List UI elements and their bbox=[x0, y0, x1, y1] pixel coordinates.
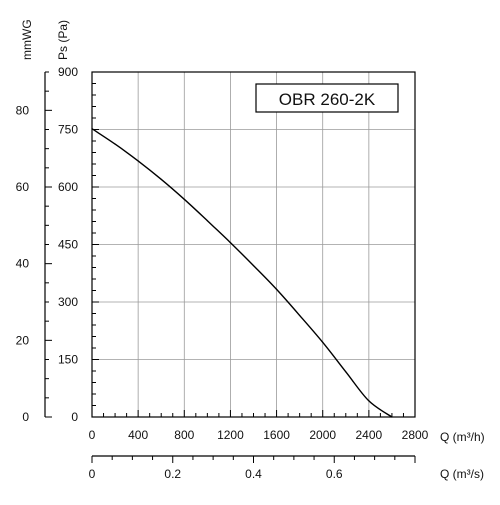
x-tick-label-m3h: 800 bbox=[174, 428, 194, 442]
x-tick-label-m3h: 2400 bbox=[356, 428, 383, 442]
title-box: OBR 260-2K bbox=[255, 83, 399, 113]
x-tick-label-m3h: 1600 bbox=[263, 428, 290, 442]
y-tick-label-mmwg: 0 bbox=[22, 410, 29, 424]
y-axis-label-mmwg: mmWG bbox=[20, 19, 34, 60]
y-tick-label-pa: 300 bbox=[58, 295, 78, 309]
y-tick-label-mmwg: 80 bbox=[16, 103, 30, 117]
series-point bbox=[160, 178, 162, 180]
y-tick-label-mmwg: 40 bbox=[16, 257, 30, 271]
x-tick-label-m3s: 0.4 bbox=[245, 467, 262, 481]
series-point bbox=[322, 341, 324, 343]
y-tick-label-pa: 750 bbox=[58, 123, 78, 137]
y-tick-label-pa: 600 bbox=[58, 180, 78, 194]
x-tick-label-m3h: 2800 bbox=[402, 428, 429, 442]
series-point bbox=[206, 220, 208, 222]
y-tick-label-pa: 450 bbox=[58, 238, 78, 252]
y-tick-label-mmwg: 60 bbox=[16, 180, 30, 194]
title-box-frame bbox=[255, 83, 399, 113]
series-point bbox=[91, 128, 93, 130]
series-point bbox=[229, 242, 231, 244]
chart-title: OBR 260-2K bbox=[279, 90, 376, 109]
x-tick-label-m3h: 0 bbox=[89, 428, 96, 442]
y-tick-label-pa: 150 bbox=[58, 353, 78, 367]
x-axis-label-m3s: Q (m³/s) bbox=[440, 467, 484, 481]
x-tick-label-m3s: 0.2 bbox=[164, 467, 181, 481]
series-point bbox=[276, 288, 278, 290]
grid-layer bbox=[91, 71, 416, 418]
series-point bbox=[391, 416, 393, 418]
y-tick-label-pa: 900 bbox=[58, 65, 78, 79]
series-point bbox=[183, 198, 185, 200]
x-tick-label-m3s: 0 bbox=[89, 467, 96, 481]
series-point bbox=[368, 400, 370, 402]
x-tick-label-m3h: 2000 bbox=[309, 428, 336, 442]
series-layer bbox=[91, 128, 393, 418]
x-tick-label-m3h: 400 bbox=[128, 428, 148, 442]
y-tick-label-pa: 0 bbox=[71, 410, 78, 424]
series-point bbox=[114, 143, 116, 145]
y-axis-label-pa: Ps (Pa) bbox=[56, 20, 70, 60]
x-tick-label-m3h: 1200 bbox=[217, 428, 244, 442]
series-point bbox=[299, 314, 301, 316]
series-point bbox=[252, 265, 255, 267]
y-tick-label-mmwg: 20 bbox=[16, 333, 30, 347]
x-axis-label-m3h: Q (m³/h) bbox=[440, 430, 485, 444]
x-tick-label-m3s: 0.6 bbox=[326, 467, 343, 481]
series-line bbox=[91, 128, 393, 418]
series-point bbox=[345, 371, 347, 373]
series-point bbox=[137, 160, 139, 162]
